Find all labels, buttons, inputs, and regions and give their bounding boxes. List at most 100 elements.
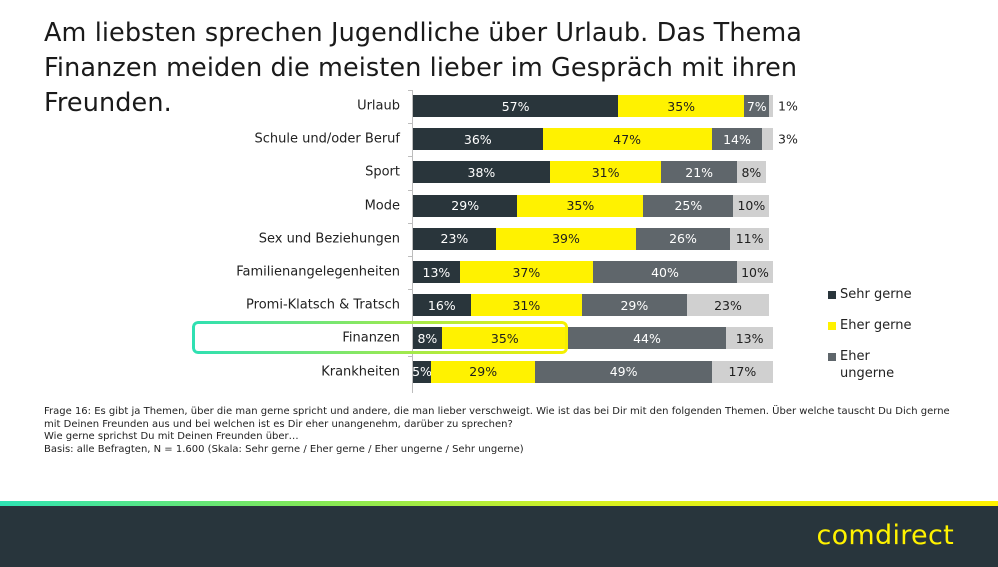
data-label: 23% [440, 231, 469, 247]
data-label: 1% [778, 98, 798, 114]
category-axis [412, 90, 413, 393]
bar-segment-sehr_ungerne: 10% [733, 194, 770, 217]
bar-segment-sehr_ungerne: 10% [737, 261, 773, 283]
data-label: 29% [469, 364, 498, 380]
bar-segment-sehr_gerne: 16% [413, 294, 471, 317]
bar-segment-sehr_ungerne [769, 95, 773, 117]
data-label: 49% [609, 364, 638, 380]
data-label: 38% [467, 164, 496, 180]
category-label: Sex und Beziehungen [258, 231, 400, 247]
data-label: 37% [512, 264, 541, 280]
category-label: Promi-Klatsch & Tratsch [246, 297, 400, 313]
legend-label: Eher gerne [840, 318, 912, 333]
bar-segment-eher_gerne: 35% [517, 194, 644, 217]
bar-segment-eher_gerne: 31% [470, 294, 583, 317]
bar-segment-sehr_ungerne: 13% [726, 327, 773, 350]
bar-segment-eher_gerne: 39% [495, 227, 637, 250]
chart-title: Am liebsten sprechen Jugendliche über Ur… [44, 18, 803, 118]
bar-segment-sehr_gerne: 29% [413, 194, 518, 217]
bar-segment-eher_ungerne: 29% [582, 294, 687, 317]
bar-segment-eher_ungerne: 7% [744, 95, 770, 117]
legend-swatch [828, 353, 836, 361]
bar-segment-sehr_gerne: 23% [413, 227, 496, 250]
legend-item: Eher ungerne [828, 348, 912, 382]
bar-segment-sehr_gerne: 38% [413, 161, 550, 184]
data-label: 35% [566, 198, 595, 214]
bar-segment-sehr_ungerne [762, 128, 773, 151]
bar-segment-eher_ungerne: 25% [643, 194, 734, 217]
bar-segment-eher_gerne: 37% [459, 261, 593, 283]
bar-segment-sehr_ungerne: 23% [686, 294, 770, 317]
category-label: Krankheiten [321, 364, 400, 380]
category-label: Schule und/oder Beruf [254, 131, 401, 147]
data-label: 8% [741, 164, 762, 180]
legend-item: Sehr gerne [828, 286, 912, 303]
data-label: 21% [685, 164, 714, 180]
bar-segment-sehr_gerne: 57% [413, 95, 619, 117]
data-label: 29% [620, 297, 649, 313]
axis-tick [408, 123, 413, 125]
footer-gradient-stripe [0, 501, 998, 506]
bar-segment-sehr_ungerne: 8% [737, 161, 766, 184]
category-label: Sport [365, 164, 400, 180]
bar-segment-sehr_gerne: 13% [413, 261, 460, 283]
data-label: 47% [613, 131, 642, 147]
legend-item: Eher gerne [828, 317, 912, 334]
bar-segment-eher_gerne: 35% [618, 95, 745, 117]
axis-tick [408, 289, 413, 291]
bar-segment-sehr_ungerne: 17% [711, 360, 773, 383]
axis-tick [408, 222, 413, 224]
data-label: 26% [669, 231, 697, 247]
axis-tick [408, 322, 413, 324]
axis-tick [408, 156, 413, 158]
bar-segment-eher_gerne: 29% [431, 360, 536, 383]
legend-swatch [828, 291, 836, 299]
data-label: 10% [741, 264, 769, 280]
data-label: 10% [737, 198, 766, 214]
legend-label: Sehr gerne [840, 287, 912, 302]
footnote-subquestion: Wie gerne sprichst Du mit Deinen Freunde… [44, 431, 299, 442]
data-label: 31% [512, 297, 541, 313]
data-label: 29% [451, 198, 480, 214]
category-label: Familienangelegenheiten [236, 264, 400, 280]
bar-segment-sehr_gerne: 5% [412, 360, 432, 383]
data-label: 57% [501, 98, 530, 114]
bar-segment-sehr_gerne: 8% [413, 327, 442, 350]
data-label: 8% [417, 330, 438, 346]
bar-segment-eher_gerne: 31% [549, 161, 662, 184]
axis-tick [408, 189, 413, 191]
data-label: 16% [427, 297, 456, 313]
data-label: 3% [778, 131, 798, 147]
data-label: 25% [674, 198, 703, 214]
data-label: 23% [714, 297, 742, 313]
data-label: 13% [735, 330, 764, 346]
bar-segment-eher_gerne: 35% [441, 327, 568, 350]
data-label: 5% [412, 364, 432, 380]
data-label: 7% [746, 98, 767, 114]
data-label: 31% [591, 164, 620, 180]
legend: Sehr gerne Eher gerne Eher ungerne [828, 286, 912, 396]
footnote: Frage 16: Es gibt ja Themen, über die ma… [44, 406, 964, 456]
bar-segment-eher_ungerne: 26% [636, 227, 730, 250]
bar-segment-eher_ungerne: 14% [711, 128, 763, 151]
footer: comdirect [0, 506, 998, 567]
brand-logo: comdirect [816, 520, 954, 551]
category-label: Mode [364, 198, 400, 214]
legend-label: Eher ungerne [840, 349, 895, 381]
footnote-basis: Basis: alle Befragten, N = 1.600 (Skala:… [44, 443, 524, 455]
data-label: 39% [552, 231, 580, 247]
category-label: Urlaub [357, 98, 400, 114]
axis-tick [408, 355, 413, 357]
data-label: 13% [422, 264, 451, 280]
bar-segment-eher_ungerne: 21% [661, 161, 737, 184]
bar-segment-eher_ungerne: 44% [567, 327, 727, 350]
category-label: Finanzen [342, 330, 400, 346]
bar-segment-eher_ungerne: 49% [535, 360, 712, 383]
data-label: 35% [490, 330, 519, 346]
axis-tick [408, 90, 413, 91]
bar-segment-sehr_ungerne: 11% [729, 227, 770, 250]
data-label: 11% [735, 231, 764, 247]
bar-segment-eher_gerne: 47% [542, 128, 712, 151]
data-label: 36% [463, 131, 492, 147]
data-label: 14% [723, 131, 751, 147]
